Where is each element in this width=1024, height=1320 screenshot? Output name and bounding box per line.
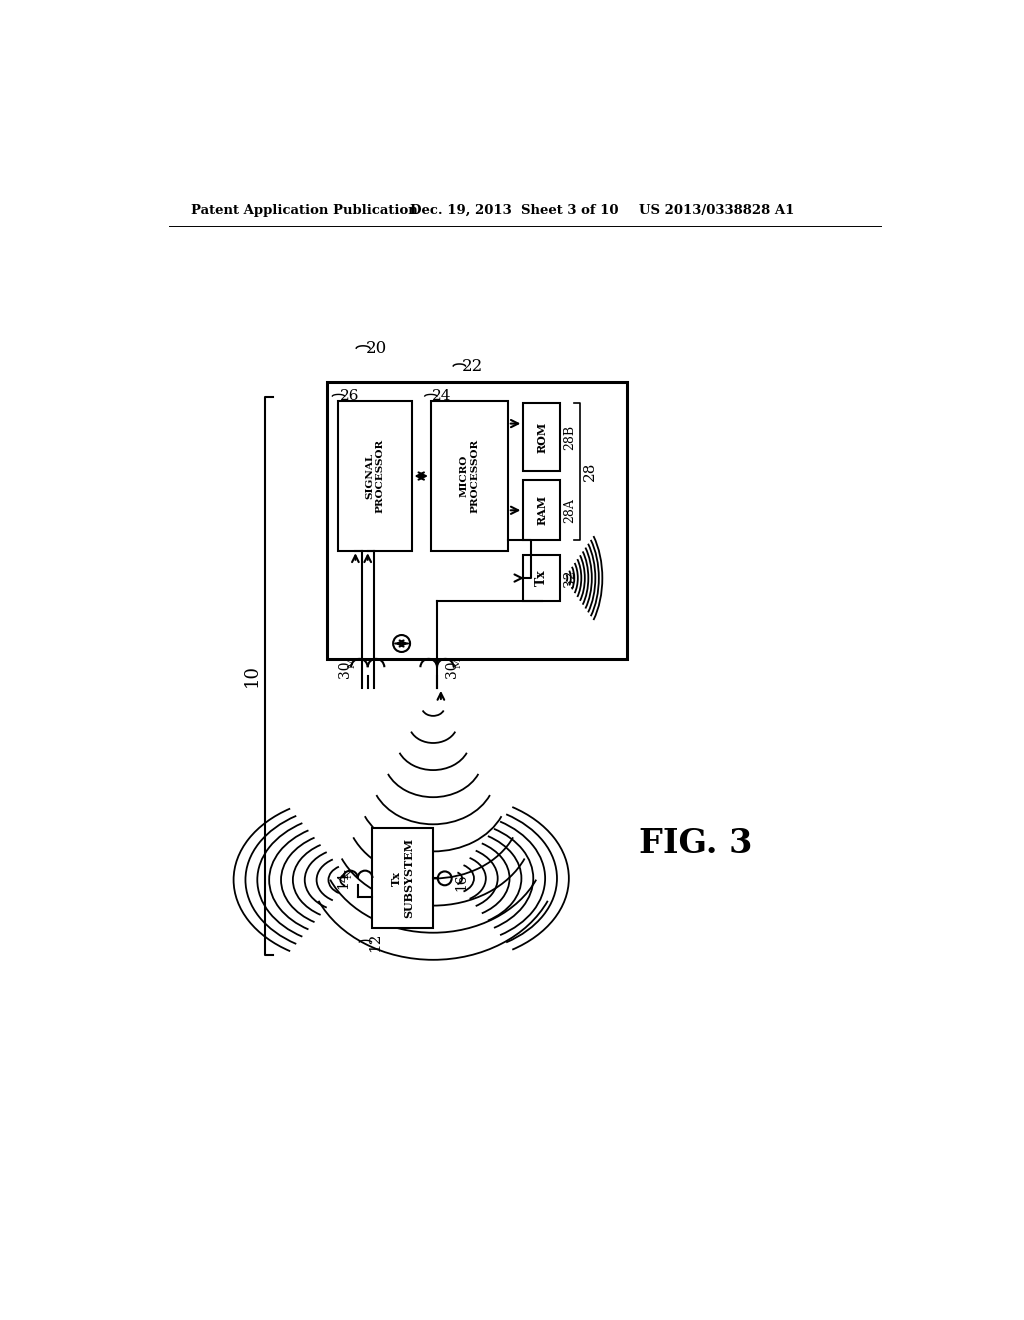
- Bar: [431, 401, 508, 552]
- Text: Dec. 19, 2013  Sheet 3 of 10: Dec. 19, 2013 Sheet 3 of 10: [410, 205, 618, 218]
- Text: 26: 26: [340, 389, 359, 404]
- Text: MICRO
PROCESSOR: MICRO PROCESSOR: [460, 438, 479, 513]
- Text: Tx
SUBSYSTEM: Tx SUBSYSTEM: [390, 838, 415, 919]
- Text: US 2013/0338828 A1: US 2013/0338828 A1: [639, 205, 795, 218]
- Bar: [372, 829, 433, 928]
- Bar: [523, 480, 560, 540]
- Text: Patent Application Publication: Patent Application Publication: [190, 205, 418, 218]
- Text: 28: 28: [584, 462, 597, 482]
- Text: 28A: 28A: [563, 498, 577, 523]
- FancyBboxPatch shape: [327, 381, 628, 659]
- Text: 28B: 28B: [563, 425, 577, 450]
- Text: M: M: [454, 657, 463, 668]
- Bar: [339, 401, 412, 552]
- Text: 14: 14: [336, 871, 350, 888]
- Text: M: M: [348, 657, 356, 668]
- Bar: [523, 404, 560, 471]
- Bar: [523, 554, 560, 601]
- Text: 12: 12: [368, 932, 382, 952]
- Text: 10: 10: [243, 664, 260, 688]
- Text: N: N: [345, 869, 353, 878]
- Text: RAM: RAM: [537, 495, 547, 525]
- Text: 16: 16: [454, 874, 468, 891]
- Text: 30: 30: [444, 661, 459, 678]
- Text: SIGNAL
PROCESSOR: SIGNAL PROCESSOR: [366, 438, 385, 513]
- Text: FIG. 3: FIG. 3: [639, 828, 753, 861]
- Text: 24: 24: [432, 389, 452, 404]
- Text: 22: 22: [462, 358, 483, 375]
- Text: 32: 32: [563, 569, 578, 587]
- Text: ROM: ROM: [537, 421, 547, 453]
- Text: 20: 20: [366, 341, 387, 358]
- Text: 30: 30: [339, 661, 352, 678]
- Text: Tx: Tx: [536, 570, 548, 586]
